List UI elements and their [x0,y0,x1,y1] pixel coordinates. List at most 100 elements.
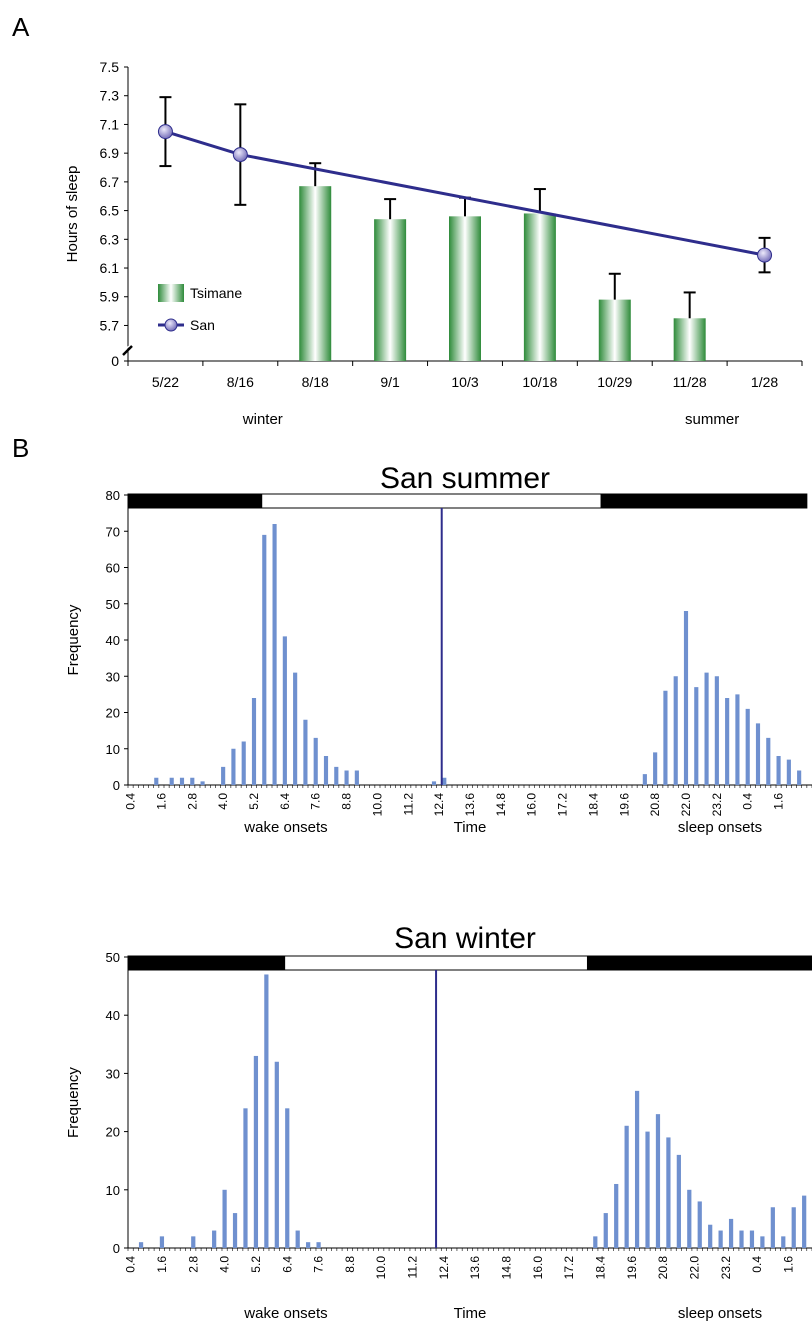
histogram-bar [191,1236,196,1248]
histogram-bar [776,756,781,785]
band-night [127,955,286,971]
x-tick-label: 1.6 [154,793,168,810]
histogram-bar [431,781,437,785]
histogram-bar [222,1189,227,1248]
y-tick-label: 70 [106,524,120,539]
x-tick-label: 0.4 [124,793,138,810]
x-tick-label: 10.0 [374,1256,388,1280]
x-tick-label: 2.8 [186,1256,200,1273]
histogram-bar [781,1236,786,1248]
x-tick-label: 4.0 [216,793,230,810]
histogram-bar [725,698,730,785]
x-tick-label: 19.6 [625,1256,639,1280]
x-tick-label: 23.2 [719,1256,733,1280]
san-point [157,124,173,140]
x-tick-label: 12.4 [432,793,446,817]
y-tick-label: 6.9 [100,145,120,161]
histogram-bar [231,748,236,785]
x-tick-label: 22.0 [688,1256,702,1280]
x-tick-label: 17.2 [556,793,570,817]
x-tick-label: 10/29 [597,374,632,390]
histogram-bar [285,1108,290,1248]
x-tick-label: 0.4 [124,1256,138,1273]
histogram-bar [766,737,771,785]
axis-break-mark [122,345,133,356]
x-tick-label: 4.0 [218,1256,232,1273]
y-tick-label: 20 [106,706,120,721]
histogram-bar [645,1131,650,1248]
histogram-bar [303,719,308,785]
legend-san-marker [164,318,178,332]
histogram-bar [728,1218,734,1248]
histogram-bar [251,698,257,785]
y-tick-label: 6.1 [100,260,120,276]
histogram-bar [642,774,647,785]
y-tick-label: 40 [106,633,120,648]
y-tick-label: 0 [111,353,119,369]
histogram-bar [714,676,719,785]
san-winter-histogram: San winter 0 10 20 30 40 50 Frequency 0.4 1.6 2.8 4… [65,922,812,1322]
histogram-bar [313,737,318,785]
x-tick-label: 13.6 [468,1256,482,1280]
x-tick-label: 20.8 [648,793,662,817]
x-tick-label: 13.6 [463,793,477,817]
histogram-bar [232,1213,238,1248]
season-label-summer: summer [685,411,739,428]
x-tick-label: 5.2 [247,793,261,810]
x-tick-label: 7.6 [312,1256,326,1273]
x-tick-label: 18.4 [594,1256,608,1280]
san-point [757,247,773,263]
x-tick-label: 0.4 [750,1256,764,1273]
legend-san-label: San [190,317,215,333]
x-tick-label: 14.8 [500,1256,514,1280]
histogram-bar [212,1230,217,1248]
histogram-bar [687,1189,692,1248]
histogram-bar [274,1061,279,1248]
x-tick-label: 14.8 [494,793,508,817]
histogram-bar [614,1183,619,1248]
histogram-bar [791,1207,796,1248]
histogram-bar [704,672,709,785]
band-night [586,955,812,971]
histogram-bar [295,1230,300,1248]
histogram-bar [676,1154,681,1248]
x-tick-label: 10.0 [370,793,384,817]
histogram-bar [797,770,802,785]
y-tick-label: 7.5 [100,59,120,75]
band-night [600,493,808,509]
histogram-bar [200,781,205,785]
histogram-bar [354,770,359,785]
histogram-bar [683,611,689,785]
x-tick-label: 10/18 [522,374,557,390]
histogram-bar [138,1242,144,1248]
x-tick-label: 18.4 [586,793,600,817]
y-tick-label: 5.7 [100,317,120,333]
y-tick-label: 10 [106,742,120,757]
histogram-bar [154,777,159,785]
y-tick-label: 7.3 [100,88,120,104]
san-point [232,147,248,163]
x-tick-label: 6.4 [278,793,292,810]
y-axis-label: Frequency [65,1067,82,1138]
histogram-title: San winter [394,922,536,955]
y-tick-label: 6.3 [100,231,120,247]
time-label: Time [454,819,487,836]
x-tick-label: 0.4 [741,793,755,810]
y-tick-label: 30 [106,1066,120,1081]
histogram-bar [323,756,329,785]
x-tick-label: 22.0 [679,793,693,817]
histogram-bar [749,1230,755,1248]
histogram-bar [306,1242,311,1248]
legend-tsimane-label: Tsimane [190,285,242,301]
histogram-bar [243,1108,248,1248]
histogram-bar [272,524,277,785]
y-tick-label: 6.7 [100,174,120,190]
tsimane-bar [673,318,706,361]
histogram-bar [282,636,287,785]
tsimane-bar [299,186,332,361]
histogram-bar [169,777,174,785]
histogram-bar [593,1236,598,1248]
histogram-bar [802,1195,807,1248]
histogram-bar [179,777,185,785]
y-axis-label: Hours of sleep [64,166,81,263]
